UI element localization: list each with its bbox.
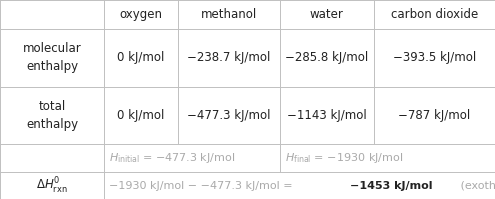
Text: −477.3 kJ/mol: −477.3 kJ/mol bbox=[187, 109, 271, 122]
Text: $H_{\mathrm{final}}$ = −1930 kJ/mol: $H_{\mathrm{final}}$ = −1930 kJ/mol bbox=[285, 151, 403, 165]
Text: −1930 kJ/mol − −477.3 kJ/mol =: −1930 kJ/mol − −477.3 kJ/mol = bbox=[109, 180, 296, 191]
Text: −285.8 kJ/mol: −285.8 kJ/mol bbox=[285, 51, 368, 64]
Text: 0 kJ/mol: 0 kJ/mol bbox=[117, 109, 165, 122]
Text: −1143 kJ/mol: −1143 kJ/mol bbox=[287, 109, 367, 122]
Text: water: water bbox=[310, 8, 344, 21]
Text: −1453 kJ/mol: −1453 kJ/mol bbox=[350, 180, 433, 191]
Text: −238.7 kJ/mol: −238.7 kJ/mol bbox=[187, 51, 271, 64]
Text: $H_{\mathrm{initial}}$ = −477.3 kJ/mol: $H_{\mathrm{initial}}$ = −477.3 kJ/mol bbox=[109, 151, 235, 165]
Text: (exothermic): (exothermic) bbox=[457, 180, 495, 191]
Text: −787 kJ/mol: −787 kJ/mol bbox=[398, 109, 470, 122]
Text: methanol: methanol bbox=[201, 8, 257, 21]
Text: −393.5 kJ/mol: −393.5 kJ/mol bbox=[393, 51, 476, 64]
Text: 0 kJ/mol: 0 kJ/mol bbox=[117, 51, 165, 64]
Text: oxygen: oxygen bbox=[120, 8, 162, 21]
Text: total
enthalpy: total enthalpy bbox=[26, 100, 78, 131]
Text: carbon dioxide: carbon dioxide bbox=[391, 8, 478, 21]
Text: molecular
enthalpy: molecular enthalpy bbox=[23, 42, 81, 73]
Text: $\Delta H^0_{\mathrm{rxn}}$: $\Delta H^0_{\mathrm{rxn}}$ bbox=[36, 176, 68, 196]
